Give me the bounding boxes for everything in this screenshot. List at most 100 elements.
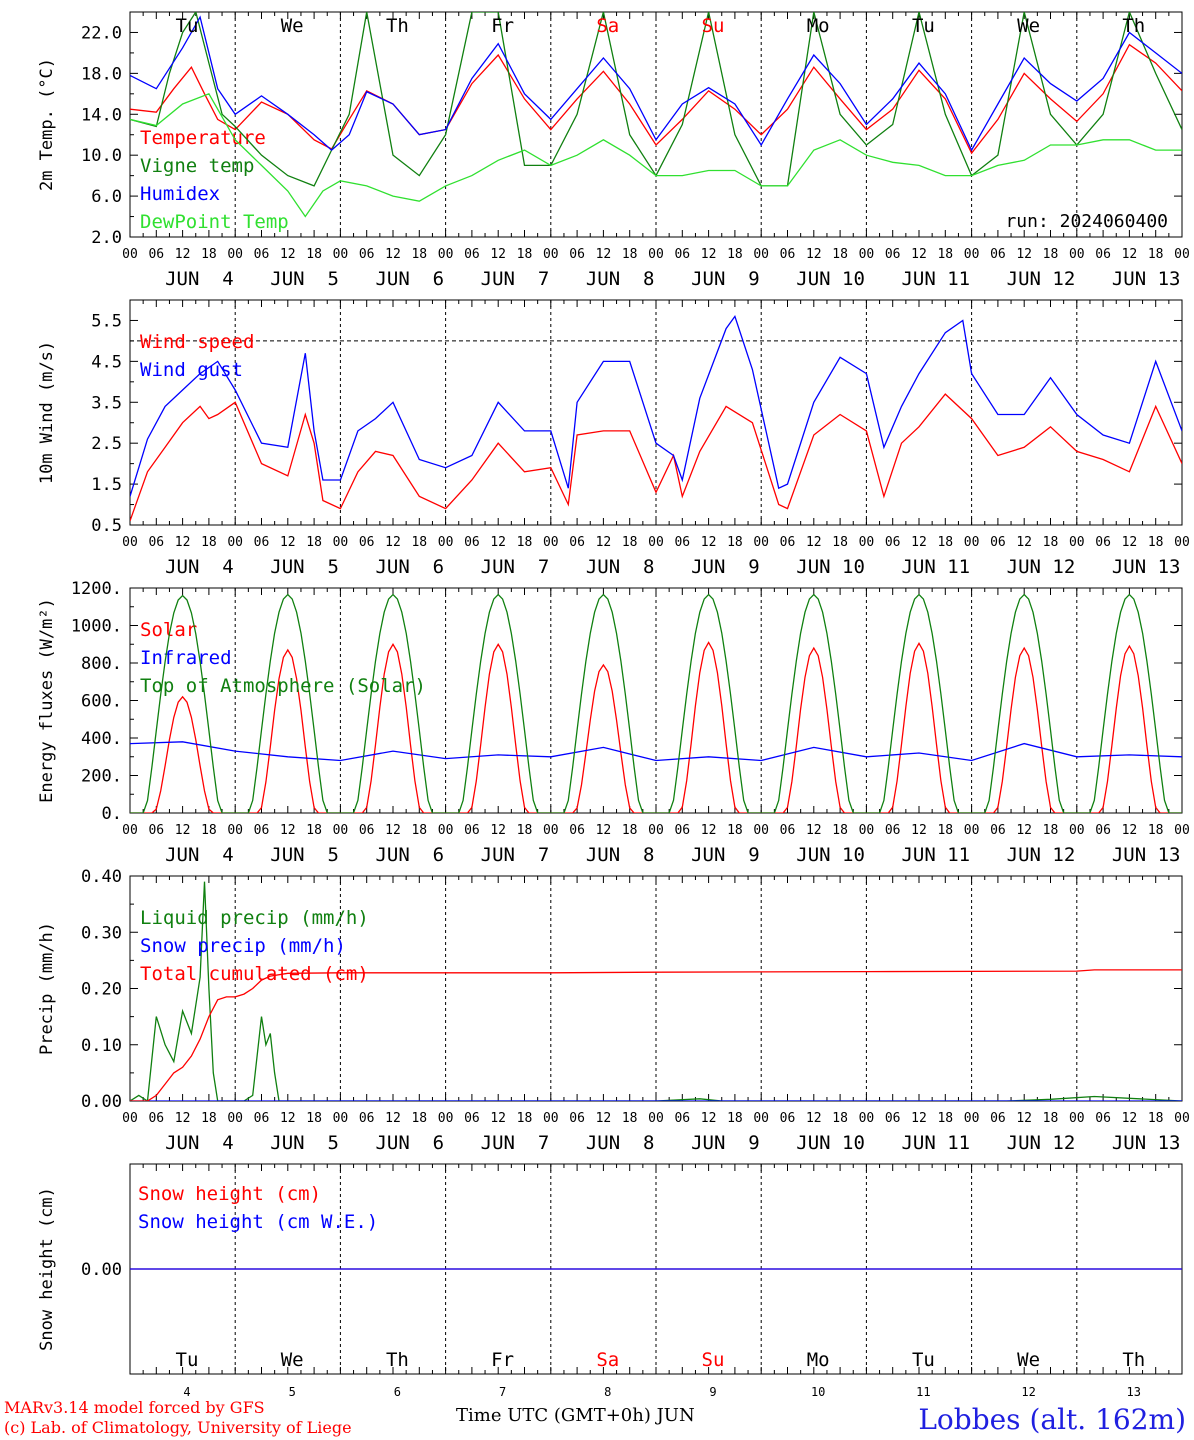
- hour-tick-label: 06: [148, 535, 164, 550]
- hour-tick-label: 18: [1043, 1111, 1059, 1126]
- day-date-label: JUN 8: [586, 268, 655, 290]
- day-date-label: JUN 12: [1007, 268, 1076, 290]
- hour-tick-label: 06: [674, 247, 690, 262]
- hour-tick-label: 00: [753, 247, 769, 262]
- hour-tick-label: 06: [1095, 1111, 1111, 1126]
- hour-tick-label: 12: [490, 1111, 506, 1126]
- y-tick-label: 0.: [102, 804, 122, 824]
- hour-tick-label: 18: [832, 823, 848, 838]
- panel-3: 0. 200. 400. 600. 800. 1000. 1200. Energy fluxe…: [37, 579, 1190, 866]
- day-date-label: JUN 4: [165, 844, 234, 866]
- hour-tick-label: 06: [359, 1111, 375, 1126]
- run-label: run: 2024060400: [1005, 211, 1168, 232]
- day-date-label: JUN 9: [691, 556, 760, 578]
- hour-tick-label: 06: [674, 535, 690, 550]
- day-date-label: JUN 8: [586, 1132, 655, 1154]
- hour-tick-label: 18: [517, 535, 533, 550]
- legend-entry: Snow height (cm): [138, 1183, 321, 1205]
- hour-tick-label: 18: [727, 823, 743, 838]
- day-date-label: JUN 4: [165, 1132, 234, 1154]
- hour-tick-label: 12: [385, 1111, 401, 1126]
- hour-tick-label: 12: [596, 823, 612, 838]
- hour-tick-label: 12: [1016, 1111, 1032, 1126]
- hour-tick-label: 00: [333, 1111, 349, 1126]
- legend-entry: Wind gust: [140, 359, 243, 381]
- hour-tick-label: 18: [411, 1111, 427, 1126]
- x-axis-title: Time UTC (GMT+0h) JUN: [456, 1405, 695, 1426]
- hour-tick-label: 12: [175, 1111, 191, 1126]
- day-number-label: 5: [289, 1385, 296, 1399]
- hour-tick-label: 00: [1069, 247, 1085, 262]
- series-line-solar: [130, 641, 1182, 813]
- hour-tick-label: 06: [990, 1111, 1006, 1126]
- series-line-wind-speed: [130, 393, 1182, 522]
- day-number-label: 6: [394, 1385, 401, 1399]
- day-date-label: JUN 5: [270, 844, 339, 866]
- hour-tick-label: 18: [622, 1111, 638, 1126]
- hour-tick-label: 12: [911, 247, 927, 262]
- panel-2: 0.5 1.5 2.5 3.5 4.5 5.5 10m Wind (m/s) Wind spe…: [37, 299, 1190, 578]
- hour-tick-label: 18: [622, 823, 638, 838]
- hour-tick-label: 18: [1148, 823, 1164, 838]
- hour-tick-label: 18: [727, 247, 743, 262]
- hour-tick-label: 12: [911, 535, 927, 550]
- hour-tick-label: 00: [648, 1111, 664, 1126]
- day-date-label: JUN 7: [481, 1132, 550, 1154]
- weekday-label: Th: [1122, 1349, 1145, 1371]
- hour-tick-label: 06: [674, 1111, 690, 1126]
- hour-tick-label: 12: [1122, 823, 1138, 838]
- hour-tick-label: 06: [569, 823, 585, 838]
- hour-tick-label: 12: [806, 1111, 822, 1126]
- weekday-label: Tu: [176, 15, 199, 37]
- hour-tick-label: 06: [1095, 247, 1111, 262]
- hour-tick-label: 00: [438, 247, 454, 262]
- hour-tick-label: 12: [175, 823, 191, 838]
- legend-entry: Snow height (cm W.E.): [138, 1211, 378, 1233]
- series-line-humidex: [130, 15, 1182, 152]
- hour-tick-label: 12: [490, 535, 506, 550]
- y-tick-label: 10.0: [81, 146, 122, 166]
- weekday-label: Fr: [491, 15, 514, 37]
- hour-tick-label: 18: [1043, 823, 1059, 838]
- hour-tick-label: 00: [859, 823, 875, 838]
- hour-tick-label: 00: [122, 823, 138, 838]
- hour-tick-label: 06: [464, 1111, 480, 1126]
- legend-entry: Total cumulated (cm): [140, 963, 369, 985]
- hour-tick-label: 06: [780, 247, 796, 262]
- day-number-label: 4: [183, 1385, 190, 1399]
- hour-tick-label: 18: [727, 1111, 743, 1126]
- hour-tick-label: 18: [306, 535, 322, 550]
- day-date-label: JUN 11: [901, 556, 970, 578]
- hour-tick-label: 06: [148, 1111, 164, 1126]
- hour-tick-label: 12: [280, 247, 296, 262]
- day-date-label: JUN 11: [901, 1132, 970, 1154]
- legend-entry: Liquid precip (mm/h): [140, 907, 369, 929]
- hour-tick-label: 12: [701, 247, 717, 262]
- hour-tick-label: 06: [464, 823, 480, 838]
- hour-tick-label: 00: [543, 823, 559, 838]
- hour-tick-label: 18: [201, 1111, 217, 1126]
- hour-tick-label: 06: [254, 247, 270, 262]
- hour-tick-label: 06: [148, 823, 164, 838]
- hour-tick-label: 00: [227, 535, 243, 550]
- hour-tick-label: 00: [1174, 535, 1190, 550]
- hour-tick-label: 18: [937, 823, 953, 838]
- day-date-label: JUN 5: [270, 556, 339, 578]
- legend-entry: Vigne temp: [140, 155, 254, 177]
- hour-tick-label: 06: [990, 823, 1006, 838]
- y-axis-label: 2m Temp. (°C): [37, 58, 57, 191]
- day-date-label: JUN 8: [586, 844, 655, 866]
- y-tick-label: 5.5: [91, 311, 122, 331]
- weekday-label: Th: [1122, 15, 1145, 37]
- hour-tick-label: 12: [385, 535, 401, 550]
- day-date-label: JUN 9: [691, 1132, 760, 1154]
- hour-tick-label: 12: [175, 247, 191, 262]
- hour-tick-label: 00: [333, 535, 349, 550]
- panel-1: 2.0 6.0 10.0 14.0 18.0 22.0 2m Temp. (°C) Tempe…: [37, 11, 1190, 290]
- y-tick-label: 0.5: [91, 516, 122, 536]
- y-axis-label: Energy fluxes (W/m²): [37, 598, 57, 803]
- hour-tick-label: 12: [280, 823, 296, 838]
- hour-tick-label: 06: [780, 535, 796, 550]
- series-line-total-cumulated-cm: [130, 969, 1182, 1101]
